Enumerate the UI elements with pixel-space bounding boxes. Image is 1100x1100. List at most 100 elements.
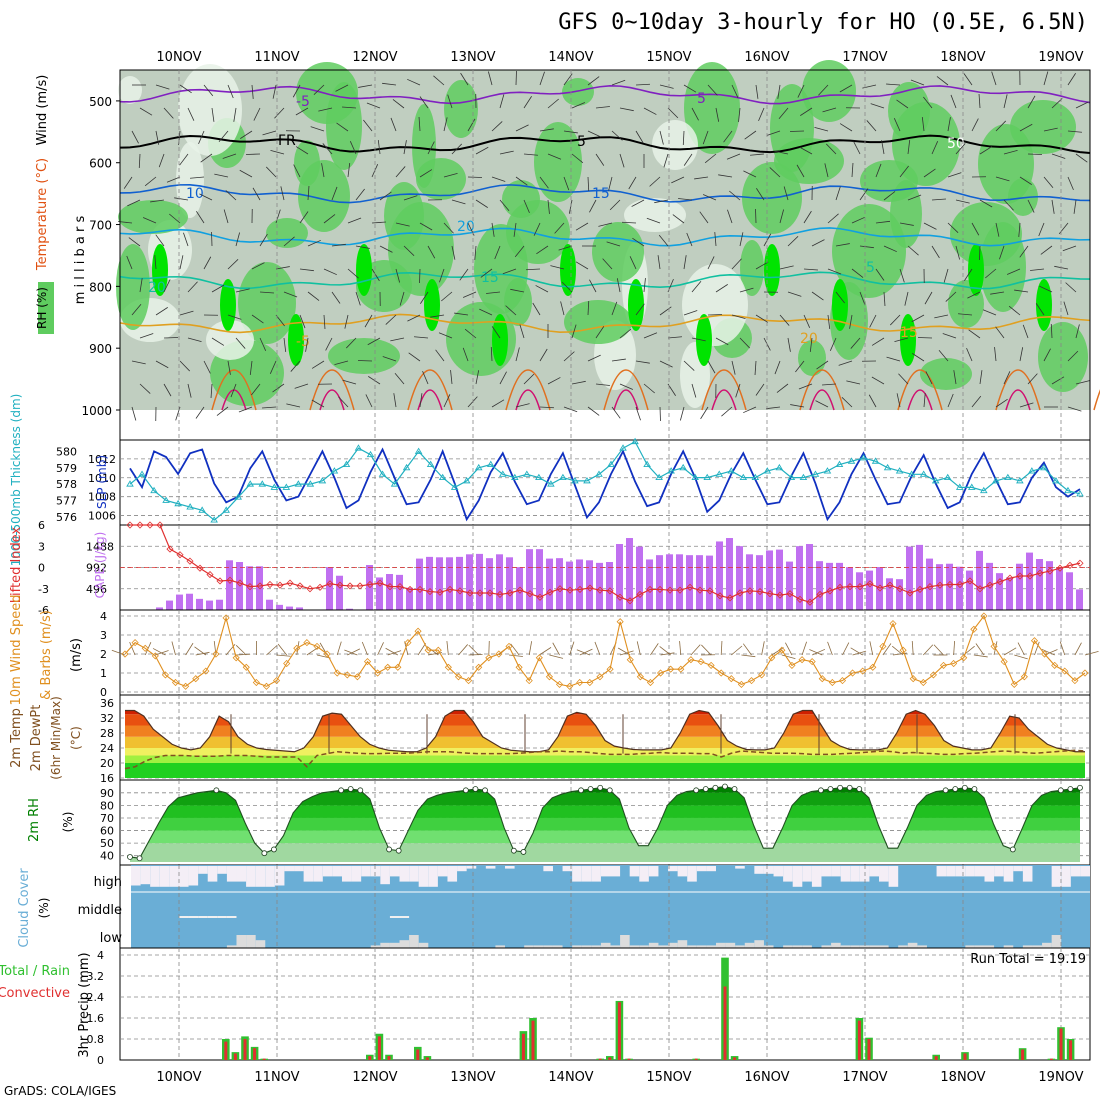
cape-bar [476, 553, 483, 610]
rh-point [846, 784, 853, 791]
wind-barb [803, 268, 818, 271]
wind-barb [691, 281, 702, 293]
lifted-index-point [1026, 572, 1034, 580]
wind-speed-point [1010, 680, 1018, 688]
wind-barb [358, 84, 373, 88]
precip-legend-total: Total / Rain [0, 964, 70, 979]
high-cloud-gap [217, 866, 227, 874]
low-cloud-gap [620, 935, 630, 948]
rh-point [952, 786, 959, 792]
surface-isotherm-20 [897, 369, 943, 411]
lifted-index-point [446, 585, 454, 594]
surface-isotherm-20 [211, 369, 257, 411]
low-cloud-gap [226, 945, 237, 948]
rh-point [731, 786, 738, 792]
lifted-index-point [726, 594, 734, 602]
high-cloud-gap [984, 866, 995, 882]
temp-line [125, 709, 1085, 753]
wind-speed-point [596, 673, 604, 681]
rh-point [271, 846, 277, 853]
thickness-point [390, 480, 399, 487]
wind-barb [743, 406, 757, 414]
wind-barb [166, 176, 181, 183]
surface-wind-barb [1041, 648, 1055, 656]
thickness-point [583, 476, 591, 484]
wind-barb [295, 146, 309, 155]
precip-legend-convective: Convective [0, 986, 70, 1001]
wind-barb [646, 217, 661, 224]
wind-barb [235, 337, 246, 349]
wind-barb [519, 324, 525, 339]
wind-barb [558, 245, 573, 251]
wind-barb [635, 130, 644, 144]
wind-barb [563, 73, 573, 86]
low-cloud-gap [984, 945, 995, 948]
rh-point [942, 787, 949, 794]
thickness-point [871, 457, 880, 464]
cape-bar [426, 556, 433, 610]
surface-wind-barb [446, 641, 449, 656]
wind-barb [345, 337, 357, 349]
rh-region [592, 222, 644, 282]
wind-barb [253, 107, 261, 121]
lifted-index-point [426, 588, 434, 596]
surface-wind-barb [510, 643, 520, 656]
lifted-index-point [256, 582, 264, 590]
wind-barb [274, 107, 285, 119]
wind-barb [691, 107, 699, 121]
lifted-index-point [596, 586, 604, 594]
wind-barb [606, 241, 621, 247]
wind-barb [726, 153, 741, 160]
wind-barb [322, 143, 333, 155]
wind-barb [822, 107, 837, 113]
wind-barb [123, 176, 133, 189]
wind-barb [131, 304, 142, 316]
thickness-point [571, 476, 579, 484]
lifted-index-point [506, 589, 514, 597]
pressure-tick-label: 800 [89, 280, 112, 294]
cape-bar [176, 594, 183, 610]
wind-barb [694, 176, 709, 180]
surface-wind-barb [266, 645, 278, 656]
wind-barb [128, 237, 141, 247]
high-cloud-gap [677, 866, 688, 877]
wind-barb [735, 383, 741, 398]
lifted-index-point [326, 580, 334, 588]
wind-barb [419, 393, 423, 408]
surface-wind-barb [417, 643, 427, 656]
wind-barb [723, 130, 733, 143]
rh-band [130, 843, 1080, 862]
wind-barb [869, 314, 877, 328]
wind-barb [430, 314, 445, 318]
lifted-index-point [406, 585, 414, 594]
wind-barb [547, 98, 559, 109]
wind-barb [587, 300, 590, 316]
wind-barb [313, 84, 325, 96]
cape-bar [556, 558, 563, 610]
wind-barb [1067, 73, 1076, 86]
wind-barb [731, 360, 736, 375]
cape-bar [1056, 568, 1063, 610]
wind-barb [139, 278, 143, 293]
wind-barb [691, 383, 697, 398]
surface-isotherm-20 [505, 369, 551, 411]
wind-barb [169, 213, 181, 224]
wind-barb [853, 141, 861, 155]
wind-barb [779, 265, 794, 270]
wind-speed-point [192, 675, 200, 683]
wind-barb [139, 107, 153, 116]
cape-bar [596, 562, 603, 610]
wind-barb [323, 314, 326, 329]
wind-barb [1027, 199, 1035, 213]
date-label-bottom: 10NOV [156, 1070, 201, 1085]
wind-barb [755, 261, 769, 270]
rh-tick-label: 60 [100, 825, 114, 838]
wind-barb [222, 153, 237, 159]
cape-bar [976, 550, 983, 610]
wind-barb [839, 123, 853, 132]
wind-barb [154, 255, 157, 270]
surface-wind-barb [781, 654, 796, 660]
wind-barb [347, 217, 362, 224]
wind-speed-point [737, 680, 745, 688]
cape-bar [166, 600, 173, 610]
